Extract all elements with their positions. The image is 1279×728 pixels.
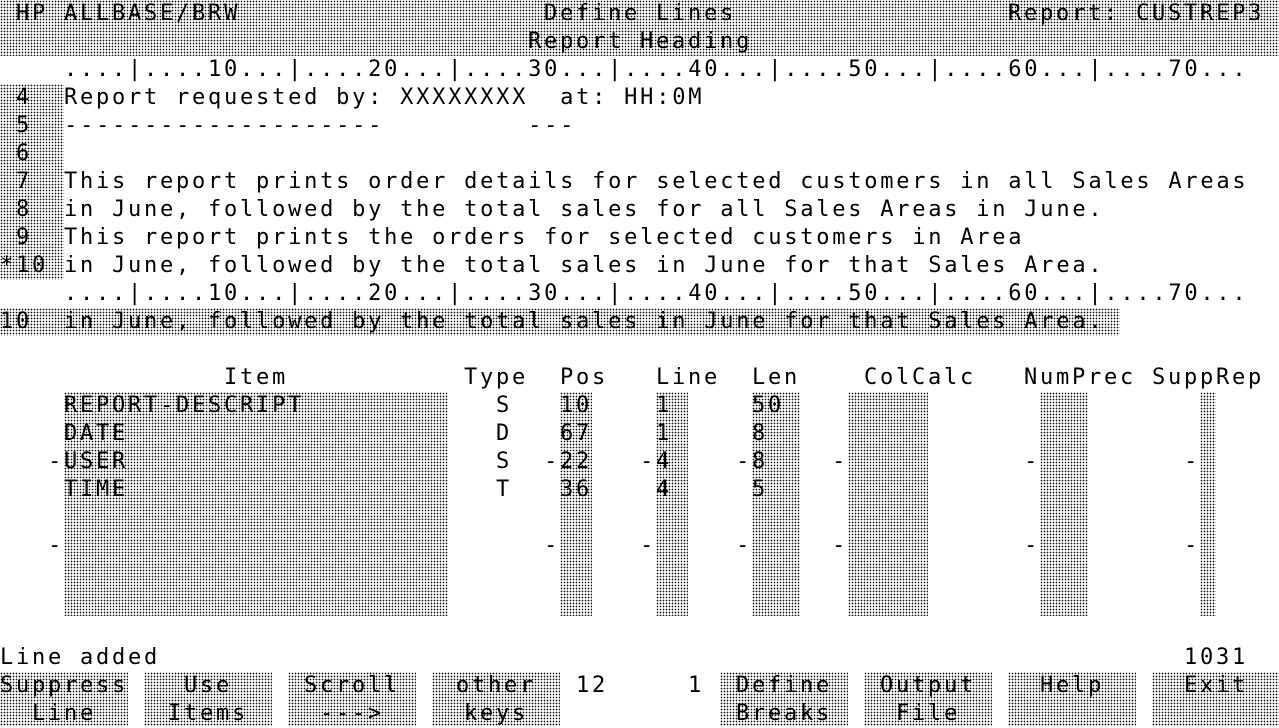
numprec-field[interactable] [1040,392,1088,616]
status-code: 1031 [1184,645,1249,670]
column-ruler: ....|....10...|....20...|....30...|....4… [64,57,1249,82]
header-numprec: NumPrec [1024,365,1137,390]
line-text: -------------------- --- [64,113,577,138]
cell-len[interactable]: 5 [752,477,769,502]
line-text: in June, followed by the total sales in … [64,253,1105,278]
row-marker: - [832,449,849,474]
key-label: Define [735,673,833,698]
line-number: 8 [0,197,33,222]
key-label: Scroll [303,673,401,698]
row-marker: - [48,533,65,558]
key-label: File [895,701,961,726]
cell-item[interactable]: TIME [64,477,129,502]
item-field[interactable] [64,392,448,616]
header-item: Item [224,365,289,390]
app-name: HP ALLBASE/BRW [16,1,241,26]
line-text: in June, followed by the total sales for… [64,197,1105,222]
cell-pos[interactable]: 10 [560,393,593,418]
edit-line-field[interactable] [0,308,1120,336]
line-number: 6 [0,141,33,166]
key-label: keys [463,701,529,726]
header-len: Len [752,365,801,390]
row-marker: - [1184,533,1201,558]
output-file-key[interactable]: Output File [864,672,992,726]
row-marker: - [1024,533,1041,558]
pos-field[interactable] [560,392,592,616]
header-colcalc: ColCalc [864,365,977,390]
len-field[interactable] [752,392,800,616]
key-label: other [455,673,537,698]
cell-item[interactable]: REPORT-DESCRIPT [64,393,305,418]
key-label: Breaks [735,701,833,726]
cell-type: S [496,449,513,474]
cell-pos[interactable]: -22 [544,449,593,474]
row-marker: - [1184,449,1201,474]
key-label: Suppress [0,673,129,698]
line-number-gutter [0,84,64,280]
use-items-key[interactable]: Use Items [144,672,272,726]
header-type: Type [464,365,529,390]
other-keys-key[interactable]: other keys [432,672,560,726]
cell-item[interactable]: DATE [64,421,129,446]
cell-line[interactable]: -4 [640,449,673,474]
key-label: Line [31,701,97,726]
cell-type: D [496,421,513,446]
status-message: Line added [0,645,161,670]
line-text: Report requested by: XXXXXXXX at: HH:0M [64,85,705,110]
line-number-current: *10 [0,253,49,278]
cell-item[interactable]: USER [64,449,129,474]
help-key[interactable]: Help [1008,672,1136,726]
line-number: 5 [0,113,33,138]
key-label: Use [183,673,232,698]
report-name: Report: CUSTREP3 [1008,1,1265,26]
screen-title: Define Lines [544,1,737,26]
cell-type: T [496,477,513,502]
key-label: Exit [1183,673,1249,698]
edit-line-number: 10 [0,309,33,334]
header-supprep: SuppRep [1152,365,1265,390]
supprep-field[interactable] [1200,392,1216,616]
column-ruler: ....|....10...|....20...|....30...|....4… [64,281,1249,306]
cell-line[interactable]: 4 [656,477,673,502]
counter-1: 12 [576,673,609,698]
row-marker: - [544,533,561,558]
line-text: This report prints order details for sel… [64,169,1249,194]
colcalc-field[interactable] [848,392,928,616]
suppress-line-key[interactable]: Suppress Line [0,672,128,726]
row-marker: - [640,533,657,558]
cell-line[interactable]: 1 [656,421,673,446]
header-line: Line [656,365,721,390]
key-label: ---> [319,701,385,726]
title-bar [0,0,1279,56]
line-number: 4 [0,85,33,110]
edit-line-input[interactable]: in June, followed by the total sales in … [64,309,1105,334]
cell-len[interactable]: 50 [752,393,785,418]
cell-line[interactable]: 1 [656,393,673,418]
line-field[interactable] [656,392,688,616]
cell-len[interactable]: 8 [752,421,769,446]
counter-2: 1 [688,673,705,698]
section-title: Report Heading [528,29,753,54]
key-label: Items [167,701,249,726]
cell-len[interactable]: -8 [736,449,769,474]
exit-key[interactable]: Exit [1152,672,1279,726]
row-marker: - [1024,449,1041,474]
line-number: 9 [0,225,33,250]
define-breaks-key[interactable]: Define Breaks [720,672,848,726]
line-text: This report prints the orders for select… [64,225,1025,250]
line-number: 7 [0,169,33,194]
row-marker: - [736,533,753,558]
cell-pos[interactable]: 36 [560,477,593,502]
key-label: Help [1039,673,1105,698]
header-pos: Pos [560,365,609,390]
row-marker: - [832,533,849,558]
cell-type: S [496,393,513,418]
scroll-key[interactable]: Scroll ---> [288,672,416,726]
row-marker: - [48,449,65,474]
cell-pos[interactable]: 67 [560,421,593,446]
key-label: Output [879,673,977,698]
